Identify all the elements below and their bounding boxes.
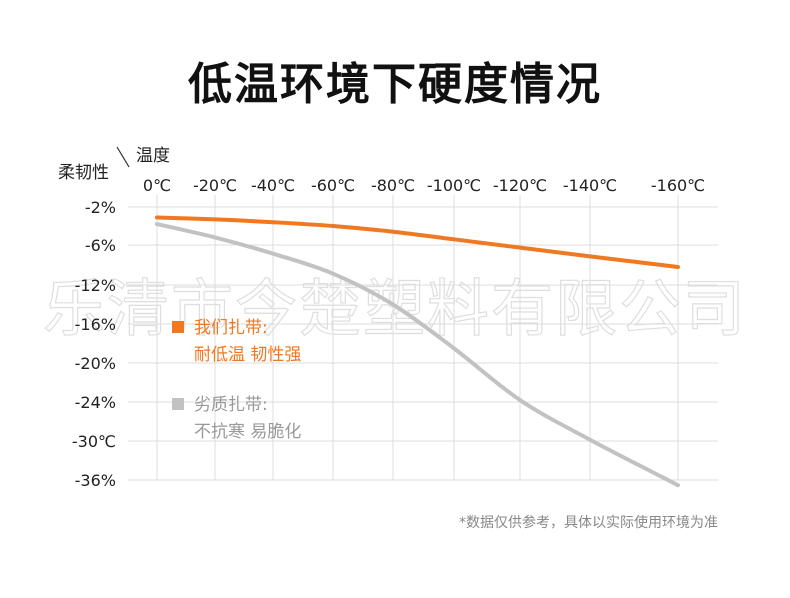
x-tick-label: -140℃ [563,176,617,195]
legend-description: 不抗寒 易脆化 [194,422,301,442]
y-tick-label: -30℃ [72,432,116,451]
x-tick-label: -40℃ [251,176,295,195]
legend-description: 耐低温 韧性强 [194,345,301,365]
series-line-ours [155,215,680,269]
x-tick-label: -20℃ [193,176,237,195]
watermark: 乐清市今楚塑料有限公司 [43,272,747,345]
y-tick-label: -12% [75,276,116,295]
legend-swatch [172,321,184,333]
x-tick-label: -60℃ [311,176,355,195]
footnote: *数据仅供参考，具体以实际使用环境为准 [459,515,718,531]
y-tick-label: -16% [75,315,116,334]
x-tick-label: -120℃ [493,176,547,195]
y-axis-label: 柔韧性 [58,163,109,183]
y-tick-label: -20% [75,354,116,373]
y-tick-label: -36% [75,471,116,490]
y-tick-label: -24% [75,393,116,412]
x-tick-label: 0℃ [143,176,171,195]
y-tick-label: -2% [85,198,116,217]
legend-swatch [172,398,184,410]
x-tick-label: -100℃ [427,176,481,195]
legend-label: 我们扎带: [194,318,268,338]
x-tick-label: -160℃ [651,176,705,195]
y-tick-label: -6% [85,236,116,255]
legend-label: 劣质扎带: [194,395,268,415]
x-axis-label: 温度 [136,146,170,166]
series-line-poor [155,222,680,488]
axis-corner-divider [116,146,130,168]
chart-title: 低温环境下硬度情况 [188,59,602,110]
x-tick-label: -80℃ [371,176,415,195]
